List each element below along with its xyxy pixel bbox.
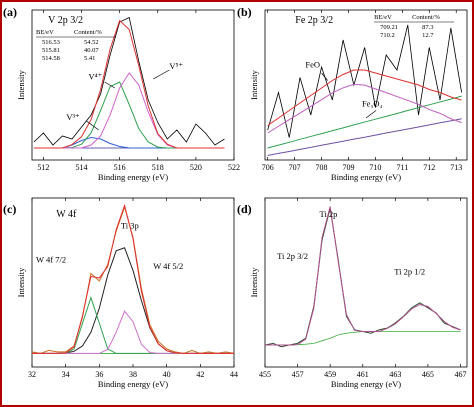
x-tick-label: 38	[129, 370, 137, 379]
x-tick-label: 463	[389, 370, 401, 379]
peak-label: FeO	[305, 59, 320, 69]
panel-title: W 4f	[56, 209, 77, 220]
annotation-arrow	[104, 81, 115, 89]
panel-label: (c)	[3, 202, 16, 216]
table-cell: 515.81	[42, 47, 60, 54]
y-axis-label: Intensity	[16, 69, 26, 99]
x-tick-label: 40	[163, 370, 171, 379]
x-tick-label: 455	[259, 370, 271, 379]
x-tick-label: 467	[454, 370, 466, 379]
table-cell: 709.21	[380, 24, 398, 31]
table-header: Content/%	[412, 14, 440, 21]
x-tick-label: 709	[342, 163, 354, 172]
table-cell: 87.3	[422, 24, 433, 31]
panel-label: (b)	[237, 5, 252, 19]
spectrum-line	[265, 206, 461, 346]
peak-label: Ti 3p	[121, 221, 139, 231]
x-tick-label: 711	[397, 163, 409, 172]
peak-label: V⁵⁺	[169, 61, 183, 71]
spectrum-line	[267, 24, 463, 138]
peak-label: V³⁺	[66, 112, 79, 122]
table-cell: 710.2	[380, 32, 395, 39]
x-tick-label: 465	[422, 370, 434, 379]
table-cell: 514.58	[42, 55, 60, 62]
x-axis-label: Binding energy (eV)	[98, 379, 168, 389]
x-tick-label: 32	[28, 370, 36, 379]
x-tick-label: 34	[62, 370, 70, 379]
table-cell: 40.07	[84, 47, 99, 54]
table-cell: 5.41	[84, 55, 95, 62]
peak-label: V⁴⁺	[89, 71, 103, 81]
annotation-arrow	[153, 69, 170, 80]
x-tick-label: 461	[357, 370, 369, 379]
x-tick-label: 520	[190, 163, 202, 172]
y-axis-label: Intensity	[16, 267, 26, 297]
table-header: Content/%	[74, 29, 102, 36]
panel-label: (d)	[237, 202, 252, 216]
table-cell: 516.53	[42, 39, 60, 46]
x-tick-label: 712	[423, 163, 435, 172]
annotation-arrow	[86, 120, 99, 131]
x-axis-label: Binding energy (eV)	[331, 379, 401, 389]
table-header: BE/eV	[374, 14, 392, 21]
spectrum-line	[32, 203, 234, 354]
x-tick-label: 710	[369, 163, 381, 172]
x-tick-label: 44	[230, 370, 238, 379]
x-tick-label: 36	[95, 370, 103, 379]
spectrum-line	[267, 83, 462, 134]
x-axis-label: Binding energy (eV)	[331, 172, 401, 182]
annotation-arrow	[365, 110, 377, 119]
x-tick-label: 516	[114, 163, 126, 172]
x-tick-label: 514	[76, 163, 88, 172]
x-tick-label: 459	[324, 370, 336, 379]
plot-frame	[31, 197, 235, 368]
panel-label: (a)	[3, 5, 17, 19]
x-tick-label: 708	[316, 163, 328, 172]
peak-label: Fe₃O₄	[362, 98, 383, 108]
y-axis-label: Intensity	[249, 69, 259, 99]
panel-title: Fe 2p 3/2	[295, 15, 333, 26]
annotation-arrow	[321, 72, 328, 81]
x-tick-label: 457	[292, 370, 304, 379]
x-tick-label: 42	[196, 370, 204, 379]
y-axis-label: Intensity	[249, 267, 259, 297]
table-cell: 54.52	[84, 39, 99, 46]
x-tick-label: 518	[152, 163, 164, 172]
spectrum-line	[33, 16, 225, 146]
spectrum-line	[33, 19, 225, 149]
x-tick-label: 512	[37, 163, 49, 172]
spectrum-line	[267, 95, 462, 149]
peak-label: Ti 2p	[320, 209, 338, 219]
panel-title: V 2p 3/2	[48, 15, 83, 26]
x-tick-label: 522	[228, 163, 240, 172]
plot-frame	[264, 197, 468, 368]
spectrum-line	[267, 118, 462, 156]
peak-label: Ti 2p 3/2	[277, 251, 308, 261]
plot-frame	[31, 9, 235, 161]
x-tick-label: 713	[450, 163, 462, 172]
peak-label: W 4f 5/2	[153, 261, 183, 271]
peak-label: W 4f 7/2	[36, 254, 66, 264]
x-axis-label: Binding energy (eV)	[98, 172, 168, 182]
peak-label: Ti 2p 1/2	[394, 266, 425, 276]
table-header: BE/eV	[36, 29, 54, 36]
x-tick-label: 706	[262, 163, 274, 172]
table-cell: 12.7	[422, 32, 434, 39]
spectrum-line	[267, 69, 462, 126]
x-tick-label: 707	[289, 163, 301, 172]
